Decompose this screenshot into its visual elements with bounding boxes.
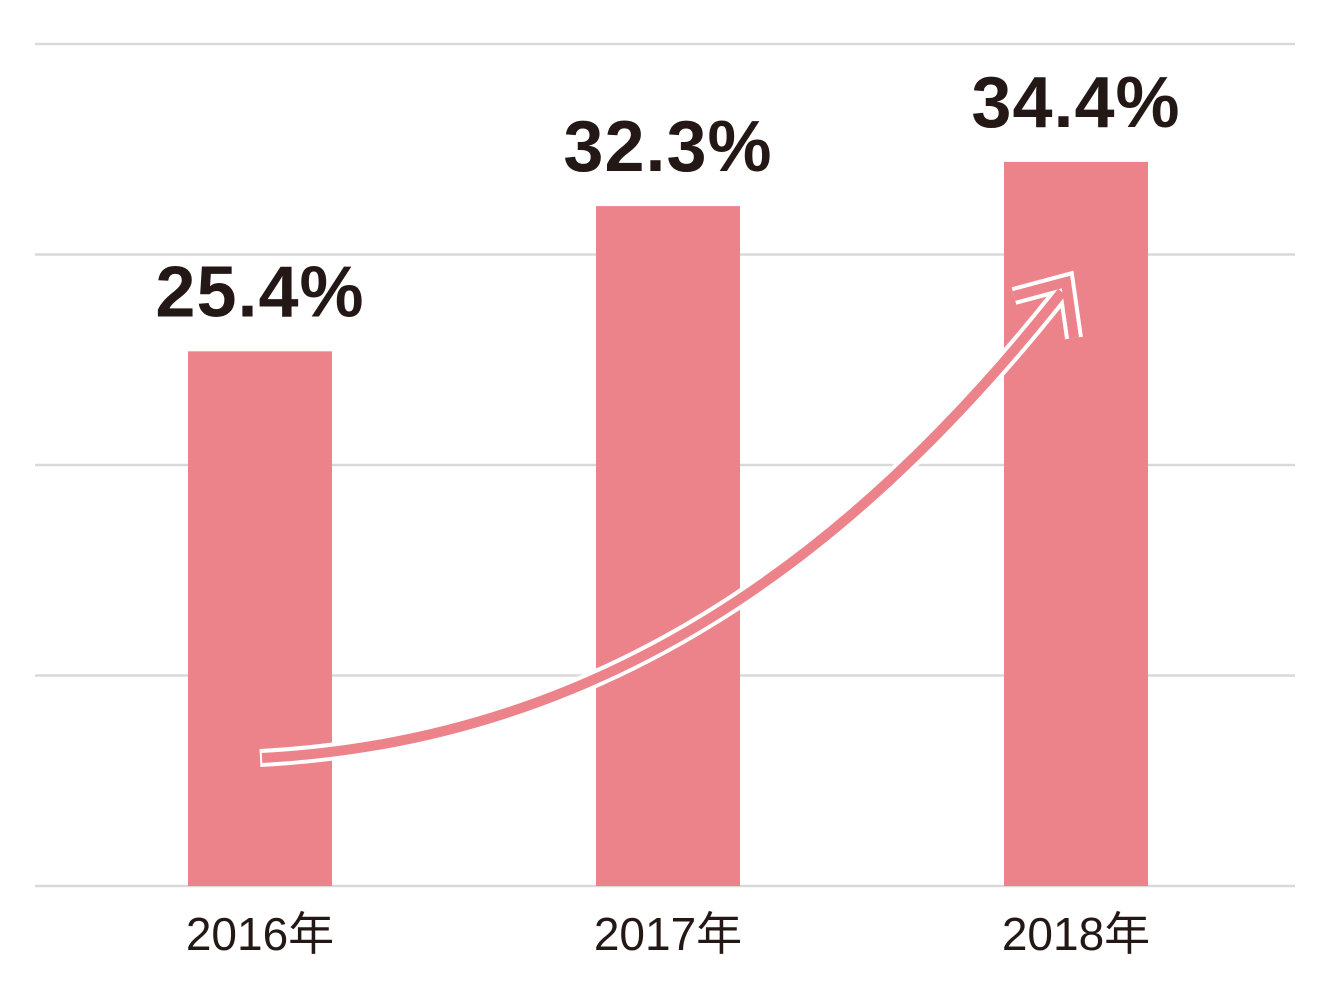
bar xyxy=(596,206,740,886)
x-tick-label: 2017年 xyxy=(594,908,742,960)
value-label: 25.4% xyxy=(155,252,364,332)
value-label: 32.3% xyxy=(563,107,772,187)
bar xyxy=(1004,161,1148,886)
labels: 25.4% 2016年 32.3% 2017年 34.4% 2018年 xyxy=(155,63,1180,960)
trend-arrow xyxy=(259,270,1083,767)
bars xyxy=(188,161,1148,887)
x-tick-label: 2018年 xyxy=(1002,908,1150,960)
value-label: 34.4% xyxy=(971,63,1180,143)
x-tick-label: 2016年 xyxy=(186,908,334,960)
bar xyxy=(188,351,332,887)
